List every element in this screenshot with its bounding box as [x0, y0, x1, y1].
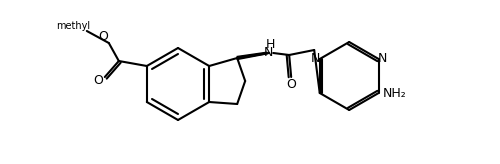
Text: methyl: methyl: [56, 21, 90, 31]
Text: N: N: [378, 52, 388, 65]
Text: O: O: [93, 73, 103, 86]
Text: H: H: [266, 39, 275, 51]
Text: N: N: [311, 52, 320, 65]
Text: NH₂: NH₂: [382, 86, 406, 100]
Text: N: N: [264, 45, 273, 59]
Text: O: O: [98, 31, 108, 43]
Text: O: O: [286, 79, 296, 92]
Polygon shape: [237, 52, 267, 60]
